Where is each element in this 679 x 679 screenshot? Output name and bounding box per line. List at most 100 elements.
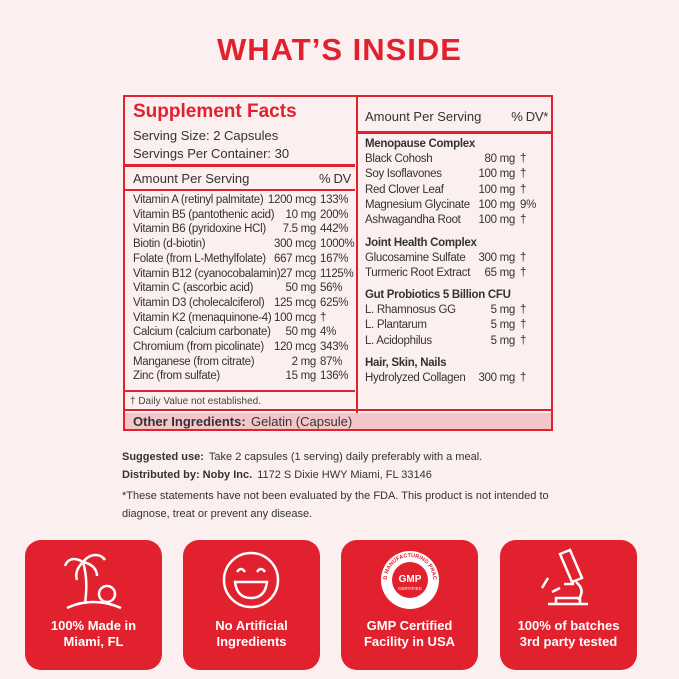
ingredient-amount: 1200 mcg (267, 194, 316, 206)
ingredient-dv: 200% (320, 208, 349, 221)
badge: No Artificial Ingredients (183, 540, 320, 670)
rule (125, 164, 355, 167)
ingredient-name: L. Acidophilus (365, 334, 432, 347)
ingredient-dv: † (520, 304, 527, 317)
serving-size: Serving Size: 2 Capsules (133, 128, 279, 143)
disclaimer: *These statements have not been evaluate… (122, 490, 549, 520)
ingredient-dv: † (520, 153, 527, 165)
ingredient-amount: 667 mcg (273, 252, 316, 265)
page-title: WHAT’S INSIDE (217, 32, 462, 67)
ingredient-dv: 1125% (320, 267, 354, 280)
rule (357, 131, 551, 134)
badge-text: No Artificial Ingredients (215, 618, 288, 649)
ingredient-amount: 300 mg (478, 372, 515, 384)
ingredient-amount: 80 mg (484, 153, 516, 165)
ingredient-amount: 10 mg (285, 208, 317, 221)
ingredient-name: Ashwagandha Root (365, 214, 461, 227)
gmp-sub: CERTIFIED (398, 586, 422, 591)
ingredient-name: Vitamin B5 (pantothenic acid) (133, 208, 275, 221)
note: Distributed by: Noby Inc. 1172 S Dixie HW… (122, 469, 432, 481)
ingredient-name: Vitamin A (retinyl palmitate) (133, 194, 264, 206)
ingredient-amount: 50 mg (285, 282, 317, 295)
facts-panel (123, 95, 553, 431)
ingredient-amount: 27 mcg (280, 267, 316, 280)
group-title: Menopause Complex (365, 138, 475, 150)
ingredient-dv: 625% (320, 296, 349, 309)
ingredient-name: L. Rhamnosus GG (365, 304, 456, 317)
ingredient-name: Glucosamine Sulfate (365, 251, 466, 264)
note-label: Distributed by: Noby Inc. (122, 469, 253, 481)
column-header: Amount Per Serving (133, 171, 250, 186)
ingredient-amount: 100 mg (478, 214, 515, 227)
divider (356, 97, 358, 413)
ingredient-name: Chromium (from picolinate) (133, 341, 264, 353)
other-band (125, 413, 551, 429)
rule (125, 409, 551, 411)
ingredient-dv: † (520, 266, 527, 279)
ingredient-amount: 100 mg (478, 183, 515, 196)
column-header: % DV* (511, 109, 548, 124)
smile-icon (222, 551, 280, 609)
ingredient-amount: 300 mg (478, 251, 515, 264)
palm-icon (63, 553, 122, 610)
ingredient-name: Manganese (from citrate) (133, 355, 255, 368)
ingredient-amount: 5 mg (490, 304, 516, 317)
column-header: Amount Per Serving (365, 109, 482, 124)
column-header: % DV (318, 171, 351, 186)
ingredient-dv: 4% (320, 326, 337, 339)
ingredient-dv: † (520, 319, 527, 332)
badge: 100% Made in Miami, FL (25, 540, 162, 670)
ingredient-dv: 167% (320, 252, 349, 265)
facts-heading: Supplement Facts (133, 101, 297, 122)
badge-text: 100% of batches 3rd party tested (517, 618, 620, 649)
other-value: Gelatin (Capsule) (251, 414, 353, 429)
ingredient-dv: † (520, 183, 527, 196)
ingredient-dv: † (520, 251, 527, 264)
footnote: † Daily Value not established. (130, 396, 262, 407)
ingredient-name: Magnesium Glycinate (365, 198, 470, 211)
other-label: Other Ingredients: (133, 414, 246, 429)
servings: Servings Per Container: 30 (133, 146, 290, 161)
ingredient-name: Vitamin C (ascorbic acid) (133, 282, 254, 295)
ingredient-amount: 65 mg (484, 266, 516, 279)
ingredient-name: Vitamin B12 (cyanocobalamin) (133, 267, 281, 280)
ingredient-amount: 2 mg (291, 355, 317, 368)
ingredient-name: Turmeric Root Extract (365, 266, 471, 279)
note-text: 1172 S Dixie HWY Miami, FL 33146 (257, 469, 432, 481)
microscope-icon (540, 548, 588, 606)
ingredient-name: Zinc (from sulfate) (133, 370, 220, 383)
ingredient-amount: 125 mcg (273, 296, 316, 309)
ingredient-dv: † (320, 311, 327, 324)
ingredient-dv: 133% (320, 194, 349, 206)
note-text: Take 2 capsules (1 serving) daily prefer… (208, 451, 483, 463)
ingredient-amount: 100 mcg (273, 311, 316, 324)
ingredient-name: Red Clover Leaf (365, 183, 444, 196)
ingredient-name: Hydrolyzed Collagen (365, 372, 466, 384)
ingredient-amount: 15 mg (285, 370, 317, 383)
ingredient-dv: † (520, 214, 527, 227)
ingredient-amount: 120 mcg (273, 341, 316, 353)
gmp-icon: GOOD MANUFACTURING PRACTICEGMPCERTIFIED (379, 548, 439, 609)
group-title: Joint Health Complex (365, 236, 477, 249)
badge: 100% of batches 3rd party tested (500, 540, 637, 670)
ingredient-amount: 7.5 mg (282, 223, 317, 236)
ingredient-name: L. Plantarum (365, 319, 427, 332)
ingredient-name: Biotin (d-biotin) (133, 238, 206, 251)
badge-text: GMP Certified Facility in USA (363, 618, 456, 649)
gmp-mark: GMP (399, 574, 422, 585)
ingredient-dv: 343% (320, 341, 349, 353)
ingredient-dv: † (520, 168, 527, 181)
ingredient-amount: 100 mg (478, 168, 515, 181)
ingredient-amount: 5 mg (490, 319, 516, 332)
ingredient-name: Calcium (calcium carbonate) (133, 326, 271, 339)
note: Suggested use: Take 2 capsules (1 serving… (122, 451, 482, 463)
ingredient-amount: 100 mg (478, 198, 515, 211)
ingredient-amount: 50 mg (285, 326, 317, 339)
badge: GOOD MANUFACTURING PRACTICEGMPCERTIFIED … (341, 540, 478, 670)
ingredient-name: Vitamin K2 (menaquinone-4) (133, 311, 272, 324)
ingredient-name: Vitamin D3 (cholecalciferol) (133, 296, 265, 309)
ingredient-name: Vitamin B6 (pyridoxine HCl) (133, 223, 266, 236)
note-label: Suggested use: (122, 451, 204, 463)
ingredient-amount: 300 mcg (273, 238, 316, 251)
